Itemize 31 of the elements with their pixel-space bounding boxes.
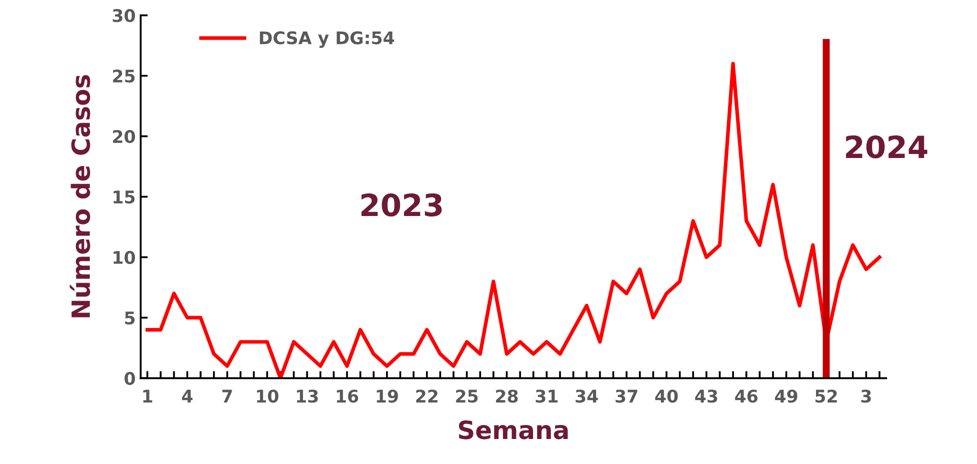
x-tick-label: 22 bbox=[416, 390, 438, 402]
y-tick-label: 5 bbox=[125, 312, 135, 325]
x-tick-label: 13 bbox=[296, 390, 318, 403]
y-tick-label: 25 bbox=[113, 69, 135, 83]
x-tick-label: 4 bbox=[182, 390, 193, 402]
x-tick-label: 16 bbox=[336, 390, 358, 403]
x-tick-label: 25 bbox=[456, 390, 478, 403]
x-axis-title: Semana bbox=[458, 420, 568, 440]
x-tick-label: 31 bbox=[536, 390, 558, 403]
y-tick-label: 10 bbox=[114, 250, 135, 264]
x-tick-label: 52 bbox=[815, 390, 837, 403]
x-tick-label: 46 bbox=[735, 390, 758, 403]
y-axis-title: Número de Casos bbox=[70, 75, 90, 318]
y-tick-label: 15 bbox=[114, 190, 135, 204]
legend-label: DCSA y DG:54 bbox=[260, 31, 394, 48]
y-tick-label: 20 bbox=[113, 130, 135, 144]
x-tick-label: 1 bbox=[143, 390, 152, 402]
x-tick-label: 34 bbox=[576, 390, 598, 403]
x-tick-label: 19 bbox=[376, 390, 398, 403]
x-tick-label: 3 bbox=[861, 390, 871, 403]
y-tick-label: 0 bbox=[124, 372, 135, 386]
x-tick-label: 10 bbox=[257, 390, 278, 403]
x-tick-label: 43 bbox=[695, 390, 718, 403]
x-tick-label: 7 bbox=[222, 390, 232, 402]
x-tick-label: 40 bbox=[655, 390, 678, 403]
annotation: 2024 bbox=[846, 135, 928, 158]
x-tick-label: 49 bbox=[775, 390, 798, 403]
annotation: 2023 bbox=[361, 193, 442, 216]
x-tick-label: 37 bbox=[616, 390, 638, 403]
y-tick-label: 30 bbox=[112, 9, 135, 22]
x-tick-label: 28 bbox=[496, 390, 518, 403]
